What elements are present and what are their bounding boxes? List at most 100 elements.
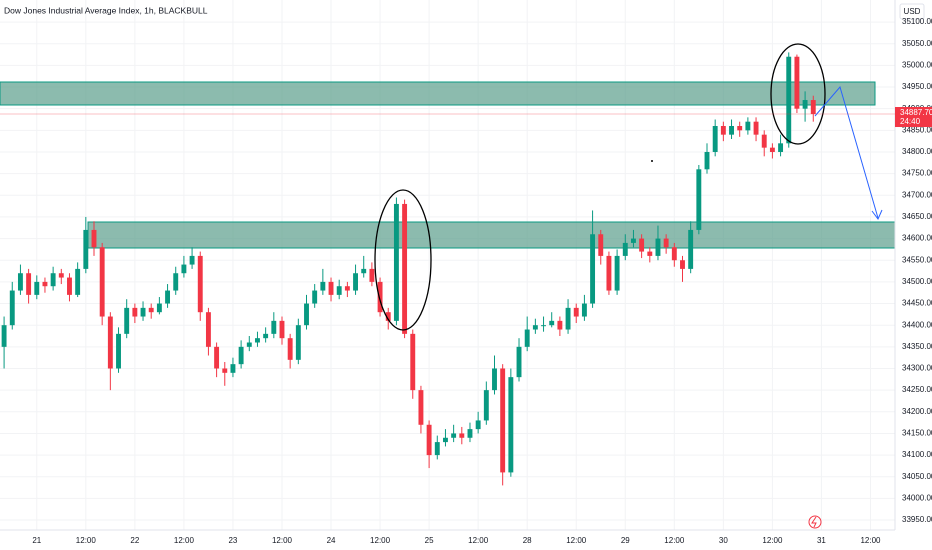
y-tick-label: 34300.00 [902,364,932,373]
candle-body [606,255,612,291]
candle-body [197,255,203,313]
candle-body [148,307,154,313]
last-price-label: 34887.70 [900,108,932,117]
candle-body [720,126,726,135]
y-tick-label: 34150.00 [902,429,932,438]
candle-body [189,255,195,265]
support-zone [87,221,896,249]
x-tick-label: 12:00 [566,536,587,545]
y-tick-label: 34700.00 [902,190,932,199]
candle-body [320,281,326,291]
candle-body [246,342,252,347]
candle-body [630,238,636,243]
candle-body [753,121,759,135]
candle-body [91,229,97,248]
x-tick-label: 12:00 [272,536,293,545]
candle-body [344,286,350,291]
candle-body [369,268,375,282]
candle-body [17,273,23,291]
grid [0,0,895,530]
x-tick-label: 12:00 [860,536,881,545]
y-tick-label: 34800.00 [902,147,932,156]
candle-body [222,368,228,373]
candle-body [124,307,130,334]
dot [651,160,653,162]
x-tick-label: 25 [425,536,434,545]
candle-body [393,203,399,321]
candle-body [614,255,620,291]
candle-body [353,273,358,291]
candle-body [671,247,677,261]
candle-body [173,273,179,291]
x-tick-label: 23 [228,536,237,545]
y-tick-label: 33950.00 [902,515,932,524]
candle-body [116,333,121,369]
candle-body [156,303,162,313]
candle-body [287,338,293,360]
y-tick-label: 34450.00 [902,299,932,308]
candle-body [745,121,751,131]
candle-body [622,242,628,256]
candle-body [680,260,685,269]
candle-body [532,325,538,330]
candle-body [663,238,669,248]
currency: USD [904,7,921,16]
candle-body [492,368,497,391]
candle-body [83,229,89,269]
candle-body [581,303,587,317]
candle-body [75,268,81,295]
candle-body [377,281,383,313]
x-tick-label: 22 [130,536,139,545]
candle-body [410,333,416,391]
candle-body [67,277,72,295]
candle-body [336,286,342,295]
y-tick-label: 35100.00 [902,17,932,26]
alert-bolt [811,516,817,528]
candle-body [541,325,546,327]
y-tick-label: 34650.00 [902,212,932,221]
currency-box[interactable] [899,3,925,20]
x-tick-label: 12:00 [664,536,685,545]
x-tick-label: 12:00 [174,536,195,545]
candle-body [794,56,800,109]
y-tick-label: 34400.00 [902,320,932,329]
candle-body [132,307,138,317]
candle-body [573,307,579,317]
y-tick-label: 34050.00 [902,472,932,481]
candle-body [165,290,171,304]
y-tick-label: 34500.00 [902,277,932,286]
x-tick-label: 31 [817,536,826,545]
last-price-tag [895,107,932,128]
candle-body [255,338,260,343]
candle-body [696,169,702,230]
candle-body [565,307,571,330]
candle-body [295,325,301,360]
y-tick-label: 34950.00 [902,82,932,91]
candle-body [459,433,465,438]
candle-body [810,100,816,115]
y-tick-label: 34100.00 [902,450,932,459]
circle-annotation [374,189,432,331]
candle-body [140,307,146,317]
candle-body [786,56,792,144]
candle-body [778,143,784,152]
y-tick-label: 34200.00 [902,407,932,416]
candle-body [328,281,334,295]
candle-body [34,281,40,295]
candle-body [467,429,473,438]
x-tick-label: 21 [32,536,41,545]
candle-body [802,100,808,109]
candle-body [238,346,244,365]
candle-body [271,320,277,334]
candle-body [712,126,718,152]
candle-body [402,203,408,334]
candle-body [598,234,604,256]
candle-body [524,329,530,347]
candle-body [443,437,448,443]
countdown: 24:40 [900,117,921,126]
candle-body [729,126,734,135]
alert-icon[interactable] [808,515,822,529]
projection-arrow [814,85,879,219]
candle-body [304,303,309,326]
candle-body [688,229,694,269]
